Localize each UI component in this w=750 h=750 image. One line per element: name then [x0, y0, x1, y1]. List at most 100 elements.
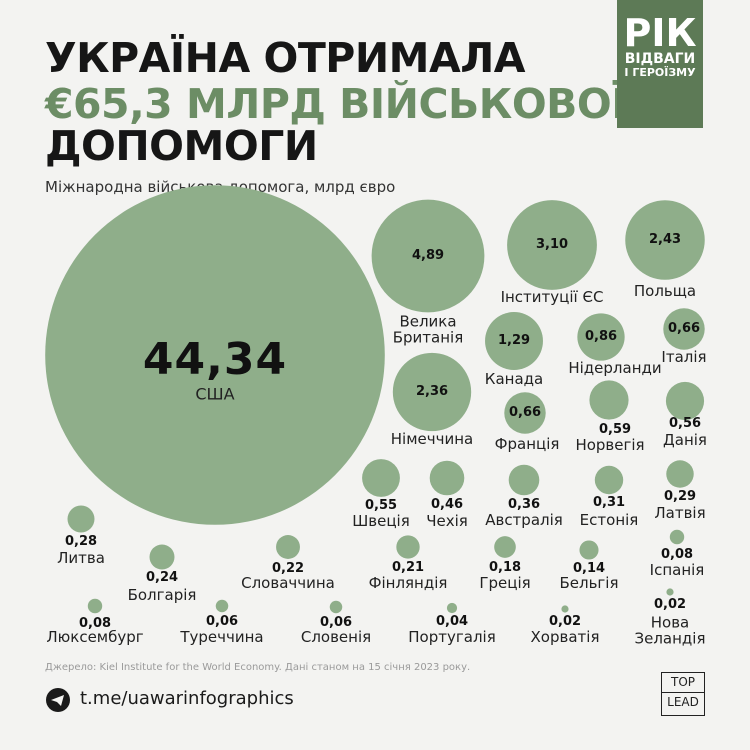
bubble [666, 460, 694, 488]
country-label: Словаччина [241, 574, 335, 593]
value-label: 0,36 [507, 497, 541, 513]
title-line: ДОПОМОГИ [45, 122, 318, 170]
value-label: 0,55 [364, 498, 398, 514]
bubble [508, 464, 540, 496]
badge-text: РІК [623, 11, 697, 55]
bubble [371, 199, 485, 313]
country-label: Чехія [426, 512, 468, 531]
bubble [577, 313, 625, 361]
country-label: Норвегія [575, 436, 645, 455]
bubble [669, 529, 685, 545]
bubble [663, 308, 705, 350]
country-label: Португалія [408, 628, 496, 647]
country-label: Велика Британія [392, 312, 464, 346]
badge-text: ВІДВАГИ [624, 51, 696, 67]
link[interactable]: t.me/uawarinfographics [80, 688, 294, 709]
country-label: Франція [494, 435, 560, 454]
bubble [87, 598, 103, 614]
bubble [45, 185, 385, 525]
value-label: 0,66 [667, 321, 701, 337]
bubble [329, 600, 343, 614]
bubble [392, 352, 472, 432]
value-label: 0,08 [660, 547, 694, 563]
bubble [594, 465, 624, 495]
value-label: 0,28 [64, 534, 98, 550]
country-label: Німеччина [390, 430, 474, 449]
bubble [561, 605, 569, 613]
bubble [215, 599, 229, 613]
logo-text: LEAD [667, 695, 699, 709]
value-label: 0,56 [668, 416, 702, 432]
bubble [494, 536, 516, 558]
value-label: 0,31 [592, 495, 626, 511]
value-label: 2,36 [415, 384, 449, 400]
bubble [429, 460, 465, 496]
logo-text: TOP [662, 673, 704, 693]
value-label: 0,02 [653, 597, 687, 613]
country-label: Італія [661, 348, 707, 367]
bubble [504, 392, 546, 434]
value-label: 0,59 [598, 422, 632, 438]
value-label: 0,24 [145, 570, 179, 586]
badge: РІК ВІДВАГИ І ГЕРОЇЗМУ [617, 0, 703, 128]
bubble [666, 588, 674, 596]
country-label: Латвія [654, 504, 706, 523]
value-label: 3,10 [535, 237, 569, 253]
country-label: Словенія [300, 628, 372, 647]
value-label: 0,21 [391, 560, 425, 576]
country-label: Канада [484, 370, 544, 389]
bubble [625, 200, 705, 280]
bubble [67, 505, 95, 533]
country-label: Швеція [352, 512, 410, 531]
country-label: Польща [633, 282, 697, 301]
country-label: Нідерланди [568, 359, 662, 378]
bubble [149, 544, 175, 570]
country-label: Данія [663, 431, 707, 450]
country-label: Інституції ЄС [500, 288, 604, 307]
value-label: 0,86 [584, 329, 618, 345]
country-label: Люксембург [46, 628, 144, 647]
country-label: Австралія [485, 511, 563, 530]
value-label: 0,22 [271, 561, 305, 577]
value-label: 0,02 [548, 614, 582, 630]
value-label: 0,29 [663, 489, 697, 505]
country-label: Естонія [579, 511, 639, 530]
value-label: 0,06 [319, 615, 353, 631]
country-label: Фінляндія [368, 574, 448, 593]
value-label: 2,43 [648, 232, 682, 248]
bubble [446, 602, 458, 614]
bubble [579, 540, 599, 560]
country-label: Греція [479, 574, 531, 593]
value-label: 0,18 [488, 560, 522, 576]
source: Джерело: Kiel Institute for the World Ec… [45, 662, 471, 673]
badge-text: І ГЕРОЇЗМУ [624, 66, 696, 80]
value-label: 44,34 [142, 333, 288, 385]
country-label: Хорватія [530, 628, 600, 647]
bubble [396, 535, 420, 559]
bubble [362, 459, 400, 497]
value-label: 0,66 [508, 405, 542, 421]
country-label: Литва [57, 549, 105, 568]
value-label: 0,46 [430, 497, 464, 513]
value-label: 1,29 [497, 333, 531, 349]
value-label: 0,04 [435, 614, 469, 630]
value-label: 4,89 [411, 248, 445, 264]
title-line: УКРАЇНА ОТРИМАЛА [45, 34, 525, 82]
country-label: Туреччина [180, 628, 264, 647]
country-label: Нова Зеландія [634, 613, 706, 647]
value-label: 0,06 [205, 614, 239, 630]
country-label: США [195, 384, 235, 404]
value-label: 0,14 [572, 561, 606, 577]
country-label: Бельгія [559, 574, 619, 593]
telegram-icon [46, 688, 70, 712]
logo: TOP LEAD [661, 672, 705, 716]
bubble [485, 312, 543, 370]
title-line: €65,3 МЛРД ВІЙСЬКОВОЇ [45, 80, 627, 128]
bubble [665, 381, 705, 421]
bubble [507, 200, 597, 290]
value-label: 0,08 [78, 616, 112, 632]
country-label: Іспанія [649, 561, 705, 580]
country-label: Болгарія [127, 586, 197, 605]
